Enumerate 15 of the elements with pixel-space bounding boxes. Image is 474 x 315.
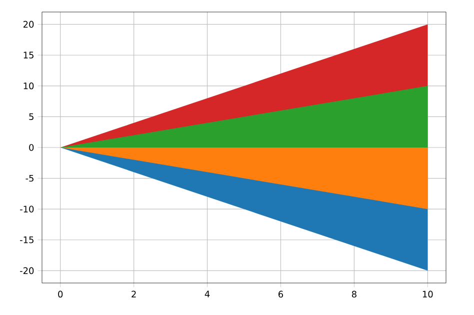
y-tick-label: -15 [20,236,34,244]
x-tick-label: 4 [204,290,210,298]
x-tick-label: 6 [278,290,284,298]
y-tick-label: -20 [20,267,34,274]
x-tick-label: 8 [352,290,356,298]
x-tick-label: 0 [58,290,63,298]
y-tick-label: 20 [23,20,34,28]
y-tick-label: 10 [24,82,34,90]
y-tick-label: -10 [20,206,34,212]
y-tick-label: 0 [29,144,34,151]
y-tick-label: -5 [26,174,34,182]
x-tick-label: 2 [132,290,136,298]
x-tick-label: 10 [422,290,433,298]
y-tick-label: 15 [24,52,34,58]
y-tick-label: 5 [29,113,34,120]
